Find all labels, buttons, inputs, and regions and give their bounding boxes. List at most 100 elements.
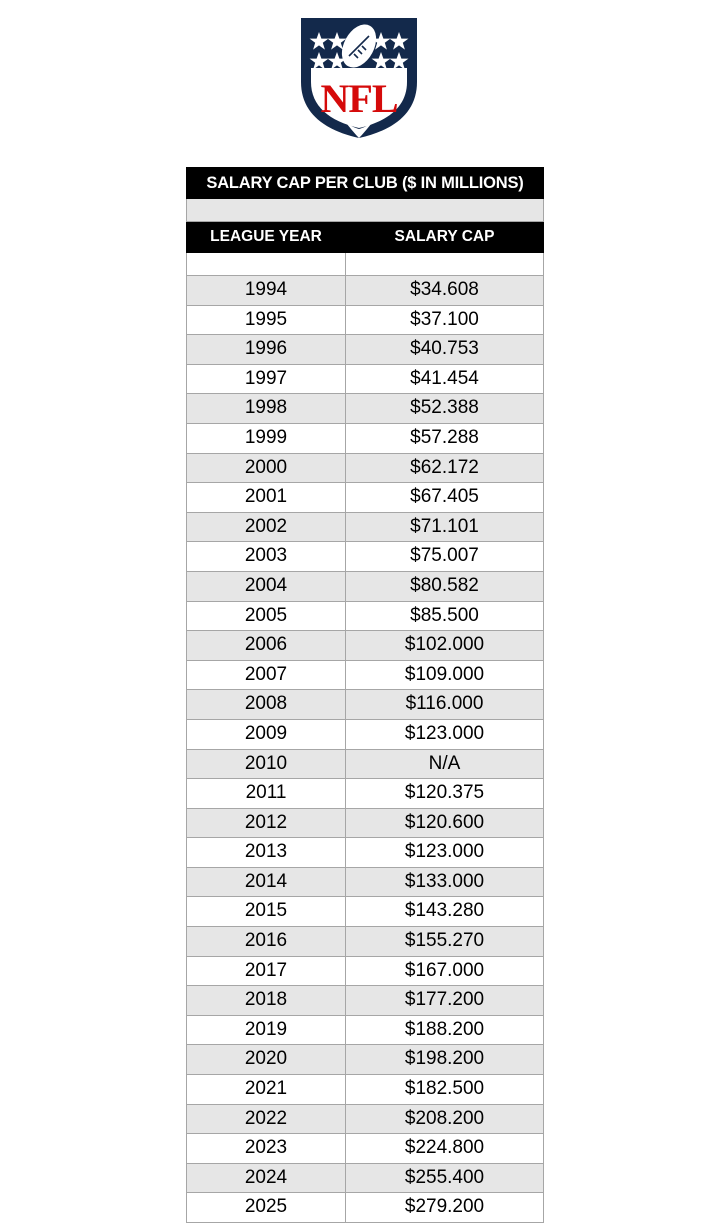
- table-row: 2024 $255.400: [186, 1162, 544, 1194]
- cell-salary-cap: $40.753: [345, 334, 544, 365]
- cell-league-year: 2008: [186, 689, 346, 720]
- cell-salary-cap: $109.000: [345, 659, 544, 691]
- table-header-row: LEAGUE YEAR SALARY CAP: [186, 221, 544, 253]
- cell-league-year: 1999: [186, 422, 346, 454]
- cell-salary-cap: $155.270: [345, 926, 544, 957]
- table-row: 2021 $182.500: [186, 1074, 544, 1105]
- cell-league-year: 1995: [186, 304, 346, 336]
- table-row: 2014 $133.000: [186, 866, 544, 898]
- blank-cell-cap: [345, 252, 544, 276]
- cell-salary-cap: $85.500: [345, 600, 544, 632]
- cell-league-year: 2004: [186, 570, 346, 602]
- table-row: 2019 $188.200: [186, 1014, 544, 1046]
- table-row: 2018 $177.200: [186, 985, 544, 1016]
- spacer-cell: [186, 198, 544, 222]
- cell-salary-cap: $80.582: [345, 570, 544, 602]
- cell-league-year: 2015: [186, 896, 346, 928]
- blank-cell-year: [186, 252, 346, 276]
- cell-salary-cap: $167.000: [345, 955, 544, 987]
- table-row: 2001 $67.405: [186, 482, 544, 513]
- cell-salary-cap: $34.608: [345, 275, 544, 306]
- table-row: 1996 $40.753: [186, 334, 544, 365]
- cell-salary-cap: $279.200: [345, 1192, 544, 1223]
- cell-salary-cap: $71.101: [345, 511, 544, 543]
- table-row: 2016 $155.270: [186, 926, 544, 957]
- cell-league-year: 2022: [186, 1103, 346, 1135]
- column-header-salary-cap: SALARY CAP: [345, 221, 544, 253]
- cell-salary-cap: $75.007: [345, 541, 544, 572]
- table-blank-row: [186, 252, 544, 276]
- salary-cap-table-container: SALARY CAP PER CLUB ($ IN MILLIONS) LEAG…: [186, 167, 544, 1223]
- cell-salary-cap: $116.000: [345, 689, 544, 720]
- cell-league-year: 2024: [186, 1162, 346, 1194]
- cell-league-year: 2020: [186, 1044, 346, 1076]
- table-title: SALARY CAP PER CLUB ($ IN MILLIONS): [186, 167, 544, 199]
- table-row: 2025 $279.200: [186, 1192, 544, 1223]
- cell-salary-cap: $177.200: [345, 985, 544, 1016]
- cell-league-year: 2018: [186, 985, 346, 1016]
- cell-salary-cap: $182.500: [345, 1074, 544, 1105]
- cell-salary-cap: $57.288: [345, 422, 544, 454]
- table-row: 2005 $85.500: [186, 600, 544, 632]
- cell-salary-cap: $208.200: [345, 1103, 544, 1135]
- table-row: 2004 $80.582: [186, 570, 544, 602]
- table-row: 2013 $123.000: [186, 837, 544, 868]
- cell-league-year: 1996: [186, 334, 346, 365]
- table-row: 2010 N/A: [186, 748, 544, 780]
- table-row: 2002 $71.101: [186, 511, 544, 543]
- table-title-row: SALARY CAP PER CLUB ($ IN MILLIONS): [186, 167, 544, 199]
- cell-league-year: 2016: [186, 926, 346, 957]
- table-row: 1999 $57.288: [186, 422, 544, 454]
- table-row: 1994 $34.608: [186, 275, 544, 306]
- table-row: 2003 $75.007: [186, 541, 544, 572]
- table-body: 1994 $34.608 1995 $37.100 1996 $40.753 1997 $41…: [186, 275, 544, 1223]
- logo-container: NFL: [0, 0, 717, 148]
- table-row: 2011 $120.375: [186, 778, 544, 809]
- cell-salary-cap: $224.800: [345, 1133, 544, 1164]
- table-row: 2009 $123.000: [186, 718, 544, 750]
- cell-salary-cap: $143.280: [345, 896, 544, 928]
- cell-league-year: 2007: [186, 659, 346, 691]
- column-header-league-year: LEAGUE YEAR: [186, 221, 346, 253]
- cell-league-year: 1998: [186, 393, 346, 424]
- cell-league-year: 2001: [186, 482, 346, 513]
- cell-salary-cap: $123.000: [345, 718, 544, 750]
- cell-salary-cap: $188.200: [345, 1014, 544, 1046]
- cell-league-year: 2021: [186, 1074, 346, 1105]
- cell-league-year: 2003: [186, 541, 346, 572]
- cell-salary-cap: $123.000: [345, 837, 544, 868]
- cell-salary-cap: $37.100: [345, 304, 544, 336]
- football-icon: [341, 24, 376, 68]
- cell-league-year: 2002: [186, 511, 346, 543]
- table-row: 2012 $120.600: [186, 807, 544, 839]
- cell-league-year: 2005: [186, 600, 346, 632]
- cell-salary-cap: $133.000: [345, 866, 544, 898]
- table-spacer-row: [186, 198, 544, 222]
- salary-cap-table: SALARY CAP PER CLUB ($ IN MILLIONS) LEAG…: [186, 167, 544, 1223]
- cell-league-year: 2010: [186, 748, 346, 780]
- cell-salary-cap: $120.600: [345, 807, 544, 839]
- cell-salary-cap: $102.000: [345, 630, 544, 661]
- table-row: 2000 $62.172: [186, 452, 544, 484]
- table-row: 2020 $198.200: [186, 1044, 544, 1076]
- table-row: 2007 $109.000: [186, 659, 544, 691]
- nfl-shield-icon: NFL: [300, 18, 417, 138]
- cell-league-year: 2011: [186, 778, 346, 809]
- table-row: 2006 $102.000: [186, 630, 544, 661]
- stars-group: [309, 32, 408, 70]
- table-row: 1997 $41.454: [186, 363, 544, 395]
- nfl-wordmark: NFL: [320, 76, 397, 121]
- cell-league-year: 1994: [186, 275, 346, 306]
- cell-league-year: 2017: [186, 955, 346, 987]
- table-row: 2022 $208.200: [186, 1103, 544, 1135]
- cell-league-year: 1997: [186, 363, 346, 395]
- cell-salary-cap: $67.405: [345, 482, 544, 513]
- cell-league-year: 2000: [186, 452, 346, 484]
- cell-league-year: 2013: [186, 837, 346, 868]
- cell-league-year: 2006: [186, 630, 346, 661]
- cell-league-year: 2009: [186, 718, 346, 750]
- cell-league-year: 2025: [186, 1192, 346, 1223]
- table-row: 2015 $143.280: [186, 896, 544, 928]
- cell-salary-cap: $255.400: [345, 1162, 544, 1194]
- cell-league-year: 2019: [186, 1014, 346, 1046]
